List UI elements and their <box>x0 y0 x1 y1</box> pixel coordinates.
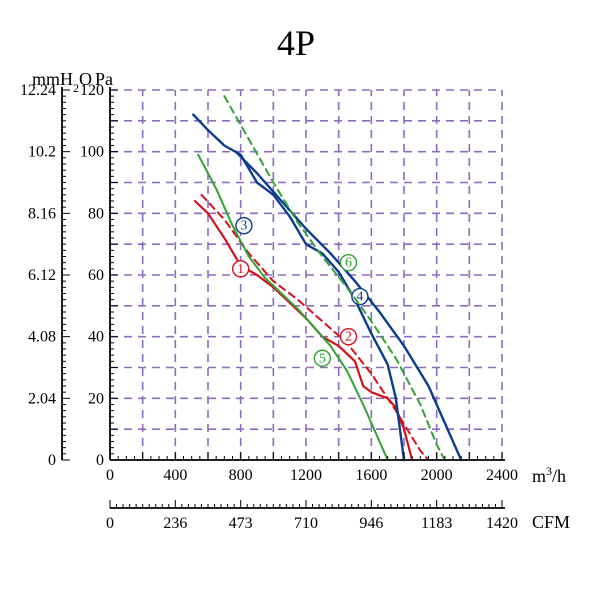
y-tick-mmh2o: 4.08 <box>28 329 56 346</box>
x-tick-cfm: 946 <box>359 515 383 532</box>
pressure-flow-chart: 4PmmH2OPa12345602040608010012002.044.086… <box>0 0 593 592</box>
y-tick-pa: 20 <box>88 390 104 407</box>
y-tick-pa: 40 <box>88 329 104 346</box>
y-tick-pa: 60 <box>88 267 104 284</box>
x-tick-cfm: 1183 <box>421 515 452 532</box>
series-6 <box>224 96 445 460</box>
x-tick-m3h: 0 <box>106 467 114 484</box>
x-tick-cfm: 236 <box>163 515 187 532</box>
y-tick-mmh2o: 6.12 <box>28 267 56 284</box>
y-tick-mmh2o: 8.16 <box>28 205 56 222</box>
x-axis-cfm-label: CFM <box>532 512 570 532</box>
y-tick-mmh2o: 2.04 <box>28 390 56 407</box>
x-tick-cfm: 1420 <box>486 515 518 532</box>
x-axis-m3h-label: m3/h <box>532 464 566 486</box>
x-tick-m3h: 400 <box>163 467 187 484</box>
series-3 <box>193 115 404 460</box>
y-tick-pa: 0 <box>96 452 104 469</box>
y-tick-pa: 120 <box>80 82 104 99</box>
x-tick-cfm: 473 <box>229 515 253 532</box>
x-tick-m3h: 2000 <box>421 467 453 484</box>
y-tick-mmh2o: 10.2 <box>28 144 56 161</box>
series-label-6: 6 <box>345 256 352 271</box>
x-tick-cfm: 710 <box>294 515 318 532</box>
y-tick-mmh2o: 0 <box>48 452 56 469</box>
y-tick-mmh2o: 12.24 <box>20 82 56 99</box>
chart-title: 4P <box>277 23 315 63</box>
series-label-1: 1 <box>237 262 244 277</box>
x-tick-m3h: 1600 <box>355 467 387 484</box>
x-tick-cfm: 0 <box>106 515 114 532</box>
x-tick-m3h: 2400 <box>486 467 518 484</box>
y-tick-pa: 80 <box>88 205 104 222</box>
series-label-3: 3 <box>240 219 247 234</box>
y-tick-pa: 100 <box>80 144 104 161</box>
x-tick-m3h: 1200 <box>290 467 322 484</box>
series-label-5: 5 <box>319 351 326 366</box>
x-tick-m3h: 800 <box>229 467 253 484</box>
series-label-2: 2 <box>345 330 352 345</box>
